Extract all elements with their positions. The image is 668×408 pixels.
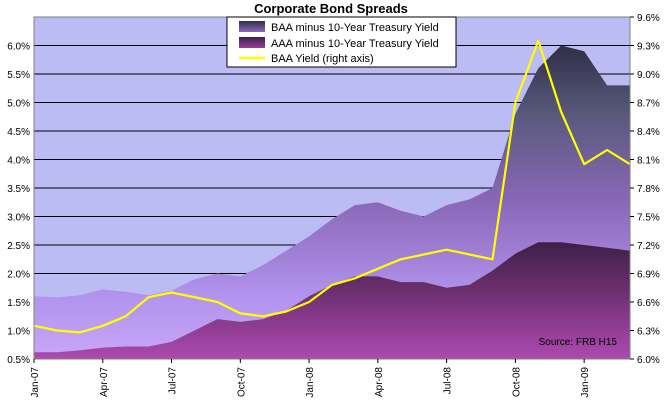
y-right-tick-label: 6.6%: [637, 298, 660, 309]
x-tick-label: Apr-08: [374, 367, 385, 397]
series-lines: [34, 39, 630, 334]
x-tick-label: Oct-07: [236, 367, 247, 397]
line-baa-yield: [34, 39, 630, 334]
x-tick-label: Jan-07: [30, 367, 41, 398]
x-tick-label: Apr-07: [99, 367, 110, 397]
legend-label-baa-spread: BAA minus 10-Year Treasury Yield: [271, 22, 439, 34]
y-right-tick-label: 7.5%: [637, 213, 660, 224]
y-right-tick-label: 7.2%: [637, 241, 660, 252]
y-right-tick-label: 6.3%: [637, 327, 660, 338]
legend-label-aaa-spread: AAA minus 10-Year Treasury Yield: [271, 38, 439, 50]
y-left-tick-label: 4.0%: [7, 156, 30, 167]
y-right-tick-label: 8.1%: [637, 156, 660, 167]
y-left-tick-label: 3.5%: [7, 184, 30, 195]
y-right-tick-label: 6.0%: [637, 355, 660, 366]
y-right-tick-label: 8.4%: [637, 127, 660, 138]
y-left-tick-label: 1.0%: [7, 327, 30, 338]
y-left-tick-label: 2.0%: [7, 270, 30, 281]
x-tick-label: Jul-08: [443, 367, 454, 395]
right-axis: 6.0% 6.3% 6.6% 6.9% 7.2% 7.5% 7.8% 8.1% 8.4% 8.7%…: [630, 13, 660, 366]
y-left-tick-label: 5.0%: [7, 99, 30, 110]
left-axis: 0.5% 1.0% 1.5% 2.0% 2.5% 3.0% 3.5% 4.0% 4.5% 5.0%…: [7, 42, 30, 367]
legend: BAA minus 10-Year Treasury Yield AAA min…: [226, 16, 457, 68]
y-left-tick-label: 5.5%: [7, 70, 30, 81]
chart-title: Corporate Bond Spreads: [254, 1, 408, 16]
y-right-tick-label: 9.0%: [637, 70, 660, 81]
x-tick-label: Jan-09: [580, 367, 591, 398]
source-note: Source: FRB H15: [539, 337, 618, 348]
y-left-tick-label: 3.0%: [7, 213, 30, 224]
y-left-tick-label: 1.5%: [7, 298, 30, 309]
legend-box: [226, 16, 457, 68]
y-right-tick-label: 7.8%: [637, 184, 660, 195]
legend-swatch-baa-spread: [239, 21, 265, 32]
x-tick-label: Jan-08: [305, 367, 316, 398]
legend-label-baa-yield: BAA Yield (right axis): [271, 53, 374, 65]
x-axis: Jan-07 Apr-07 Jul-07 Oct-07 Jan-08 Apr-08 Jul-…: [30, 359, 591, 398]
legend-swatch-aaa-spread: [239, 37, 265, 48]
x-tick-label: Oct-08: [511, 367, 522, 397]
x-tick-label: Jul-07: [168, 367, 179, 395]
series-areas: [34, 45, 630, 359]
y-right-tick-label: 8.7%: [637, 99, 660, 110]
y-left-tick-label: 0.5%: [7, 355, 30, 366]
y-left-tick-label: 4.5%: [7, 127, 30, 138]
y-right-tick-label: 9.3%: [637, 42, 660, 53]
y-left-tick-label: 6.0%: [7, 42, 30, 53]
y-right-tick-label: 6.9%: [637, 270, 660, 281]
y-left-tick-label: 2.5%: [7, 241, 30, 252]
y-right-tick-label: 9.6%: [637, 13, 660, 24]
area-aaa-spread: [34, 242, 630, 359]
